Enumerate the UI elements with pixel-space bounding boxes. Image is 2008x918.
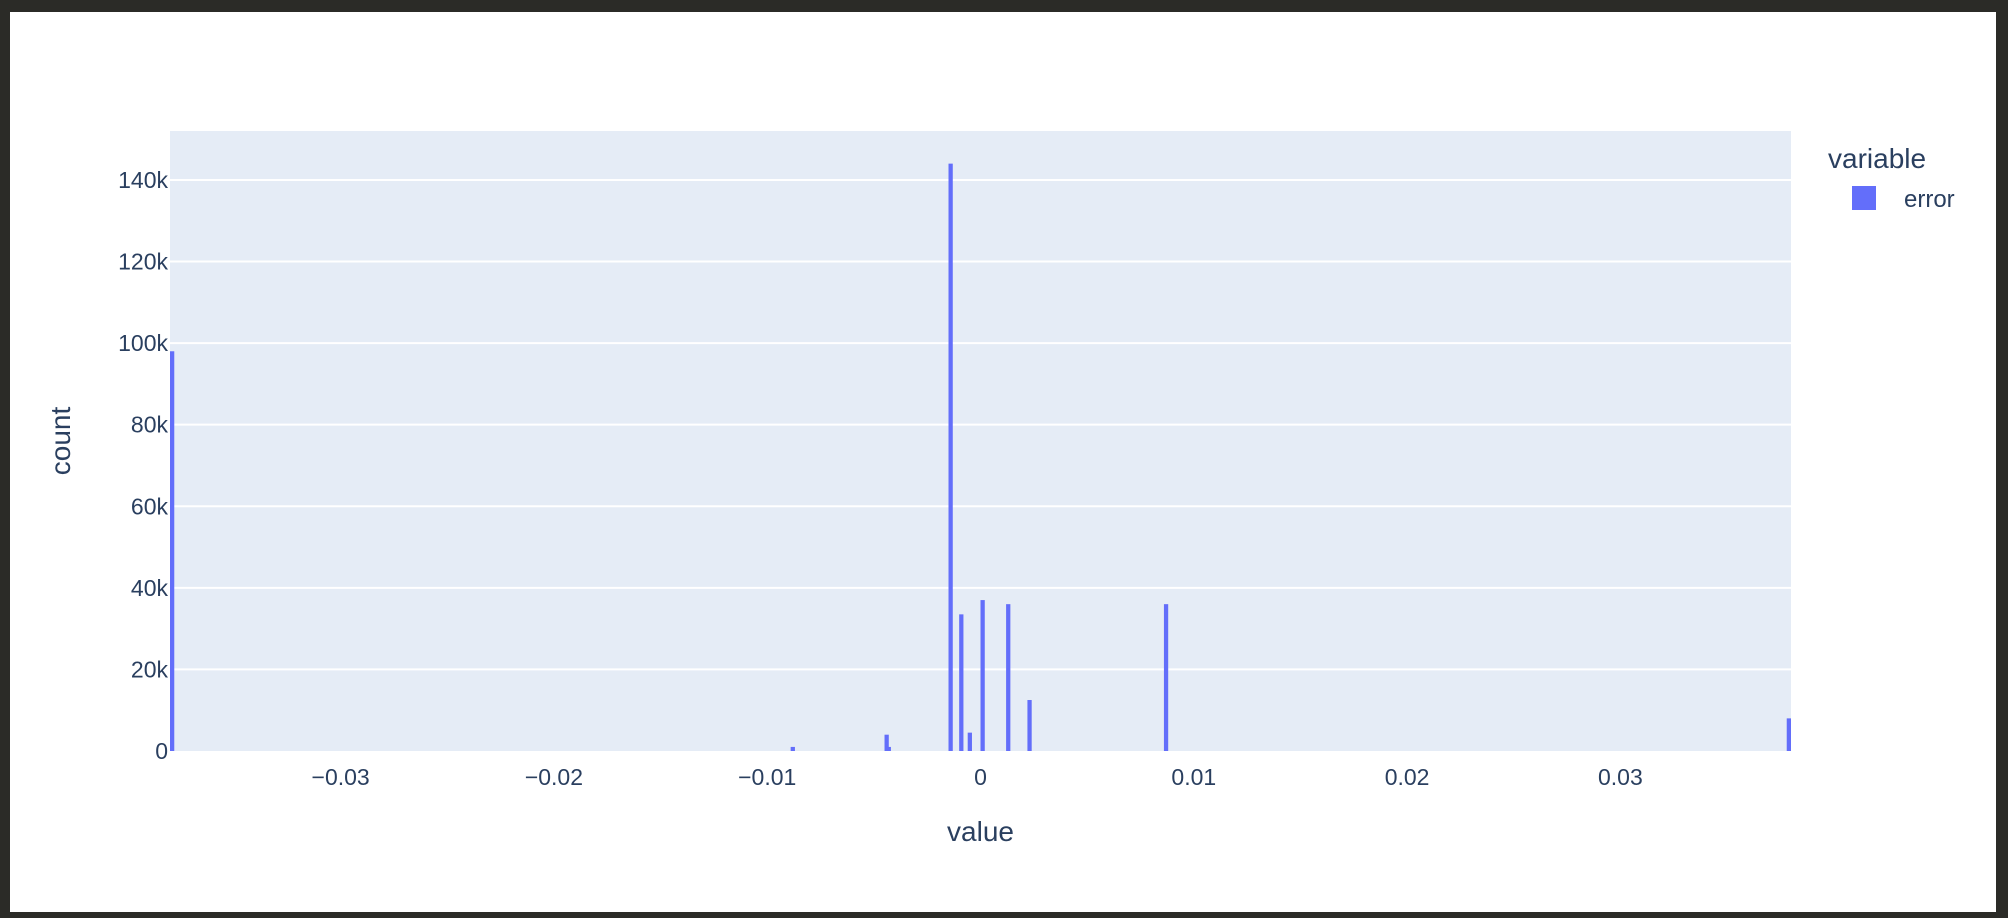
x-tick-label-0: −0.03 (312, 764, 370, 790)
x-tick-label-4: 0.01 (1171, 764, 1216, 790)
y-tick-label-1: 20k (131, 656, 169, 682)
y-axis-ticks: 0 20k 40k 60k 80k 100k 120k 140k (118, 167, 168, 764)
x-tick-label-3: 0 (974, 764, 987, 790)
legend: variable error (1828, 143, 1955, 213)
y-tick-label-4: 80k (131, 412, 169, 438)
histogram-bar-0[interactable] (170, 351, 175, 751)
histogram-bar-7[interactable] (980, 600, 985, 751)
gridlines (170, 178, 1791, 671)
x-tick-label-2: −0.01 (738, 764, 796, 790)
y-tick-label-6: 120k (118, 249, 168, 275)
legend-label-error[interactable]: error (1904, 186, 1955, 213)
histogram-bar-1[interactable] (790, 746, 795, 751)
legend-swatch-error[interactable] (1852, 186, 1876, 210)
y-tick-label-3: 60k (131, 493, 169, 519)
histogram-bars (170, 163, 1791, 751)
y-tick-label-2: 40k (131, 575, 169, 601)
x-axis-title: value (947, 816, 1014, 847)
histogram-bar-6[interactable] (967, 732, 972, 751)
x-tick-label-5: 0.02 (1385, 764, 1430, 790)
x-tick-label-1: −0.02 (525, 764, 583, 790)
histogram-bar-2[interactable] (884, 734, 889, 751)
histogram-bar-4[interactable] (948, 163, 953, 751)
histogram-bar-5[interactable] (959, 614, 964, 751)
histogram-bar-9[interactable] (1027, 700, 1032, 751)
histogram-bar-11[interactable] (1786, 718, 1791, 751)
y-tick-label-0: 0 (155, 738, 168, 764)
histogram-bar-10[interactable] (1163, 604, 1169, 751)
y-axis-title: count (45, 407, 76, 476)
x-axis-ticks: −0.03 −0.02 −0.01 0 0.01 0.02 0.03 (312, 764, 1643, 790)
y-tick-label-5: 100k (118, 330, 168, 356)
histogram-bar-3[interactable] (886, 746, 891, 751)
histogram-bar-8[interactable] (1006, 604, 1011, 751)
legend-title: variable (1828, 143, 1926, 174)
y-tick-label-7: 140k (118, 167, 168, 193)
x-tick-label-6: 0.03 (1598, 764, 1643, 790)
